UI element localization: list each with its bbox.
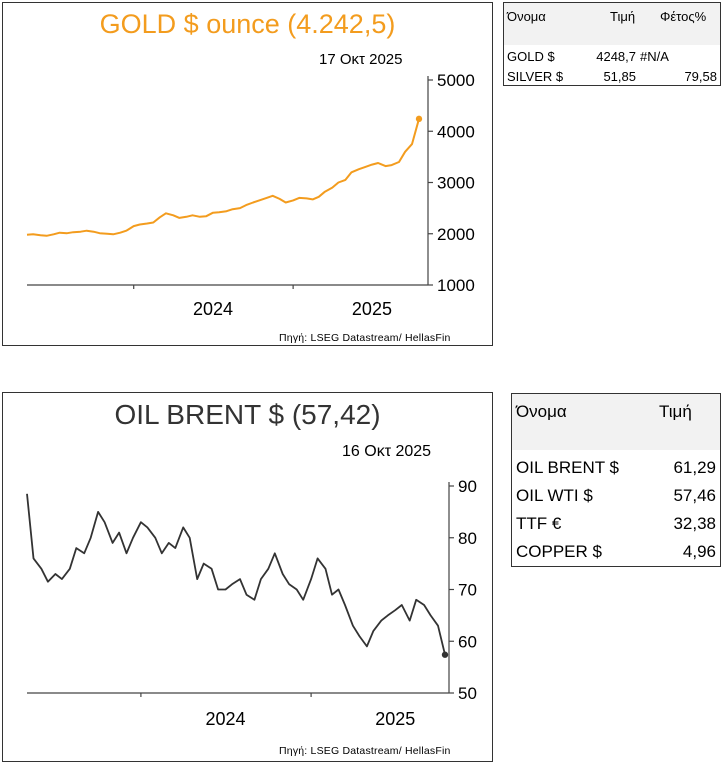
gold-last-value-marker: [415, 115, 423, 123]
gold-chart-date: 17 Οκτ 2025: [319, 51, 403, 68]
oil-y-tick-label: 90: [458, 477, 477, 496]
oil-line-chart: 50 60 70 80 90 2024 2025: [26, 477, 477, 729]
gold-y-tick-label: 3000: [437, 174, 475, 193]
energy-row-wti-name: OIL WTI $: [516, 486, 593, 505]
metals-table: Όνομα Τιμή Φέτος% GOLD $ 4248,7 #N/A SIL…: [503, 2, 721, 86]
metals-row-silver-ytd: 79,58: [684, 69, 717, 84]
gold-chart-source: Πηγή: LSEG Datastream/ HellasFin: [279, 332, 451, 344]
energy-row-ttf-name: TTF €: [516, 514, 562, 533]
gold-series-line: [26, 118, 420, 237]
energy-row-copper-price: 4,96: [682, 542, 716, 561]
metals-row-silver-name: SILVER $: [507, 69, 564, 84]
gold-x-tick-label: 2025: [352, 299, 392, 319]
metals-row-silver-price: 51,85: [603, 69, 636, 84]
oil-chart-panel: OIL BRENT $ (57,42) 16 Οκτ 2025 50 60 70 80…: [2, 392, 493, 762]
oil-chart-title: OIL BRENT $ (57,42): [114, 399, 381, 430]
energy-header-name: Όνομα: [516, 402, 567, 421]
oil-y-tick-label: 50: [458, 684, 477, 703]
metals-row-gold-ytd: #N/A: [640, 49, 669, 64]
gold-line-chart: 1000 2000 3000 4000 5000 2024 2025: [26, 71, 475, 319]
energy-row-brent-price: 61,29: [673, 458, 716, 477]
metals-row-gold-price: 4248,7: [596, 49, 636, 64]
metals-header-name: Όνομα: [507, 9, 546, 24]
metals-table-header: Όνομα Τιμή Φέτος%: [504, 3, 720, 45]
oil-y-tick-label: 80: [458, 529, 477, 548]
gold-chart-panel: GOLD $ ounce (4.242,5) 17 Οκτ 2025 1000 2…: [2, 2, 493, 346]
oil-y-tick-label: 70: [458, 581, 477, 600]
gold-y-tick-label: 4000: [437, 122, 475, 141]
metals-header-price: Τιμή: [610, 9, 636, 24]
energy-table: Όνομα Τιμή OIL BRENT $ 61,29 OIL WTI $ 5…: [511, 393, 721, 567]
oil-series-line: [26, 493, 446, 655]
energy-table-header: Όνομα Τιμή: [512, 394, 720, 450]
oil-chart-date: 16 Οκτ 2025: [342, 443, 432, 460]
energy-row-wti-price: 57,46: [673, 486, 716, 505]
gold-x-tick-label: 2024: [193, 299, 233, 319]
gold-y-tick-label: 5000: [437, 71, 475, 90]
oil-y-tick-label: 60: [458, 632, 477, 651]
energy-row-ttf-price: 32,38: [673, 514, 716, 533]
metals-header-ytd: Φέτος%: [660, 9, 707, 24]
oil-last-value-marker: [441, 651, 449, 658]
energy-row-copper-name: COPPER $: [516, 542, 602, 561]
metals-row-gold-name: GOLD $: [507, 49, 555, 64]
gold-y-tick-label: 1000: [437, 276, 475, 295]
oil-x-tick-label: 2025: [375, 709, 415, 729]
oil-chart-source: Πηγή: LSEG Datastream/ HellasFin: [279, 745, 451, 757]
oil-x-tick-label: 2024: [206, 709, 246, 729]
gold-chart-title: GOLD $ ounce (4.242,5): [99, 9, 396, 39]
energy-row-brent-name: OIL BRENT $: [516, 458, 619, 477]
energy-header-price: Τιμή: [659, 402, 692, 421]
gold-y-tick-label: 2000: [437, 225, 475, 244]
